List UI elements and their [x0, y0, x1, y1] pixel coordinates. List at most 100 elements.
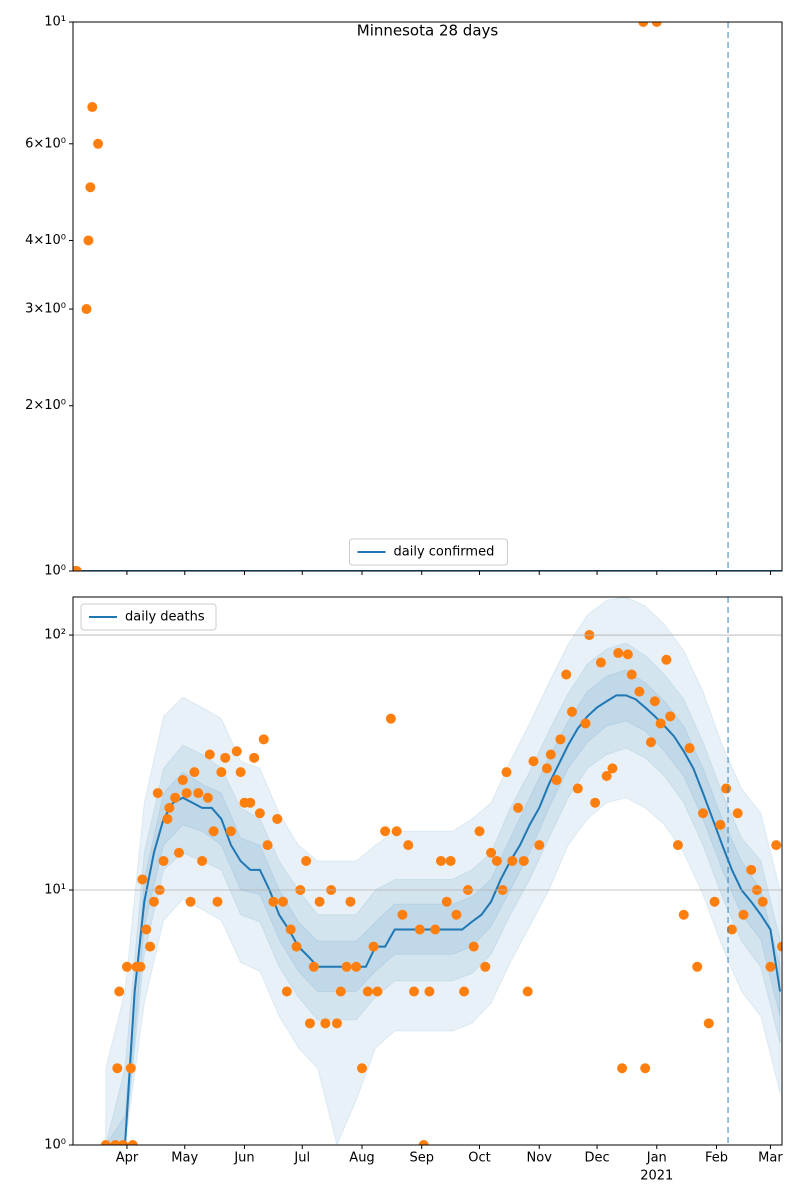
point	[491, 855, 502, 866]
point	[580, 718, 591, 729]
x-tick-label: Apr	[116, 1151, 139, 1166]
point	[100, 1140, 111, 1145]
point	[245, 797, 256, 808]
x-tick-label: Sep	[409, 1151, 434, 1166]
y-tick-label: 10⁰	[44, 564, 66, 579]
point	[162, 813, 173, 824]
point	[204, 749, 215, 760]
point	[391, 826, 402, 837]
axes-frame	[72, 21, 783, 572]
point	[112, 1063, 123, 1074]
point	[771, 840, 782, 851]
point	[572, 783, 583, 794]
point	[518, 855, 529, 866]
point	[291, 941, 302, 952]
point	[335, 986, 346, 997]
point	[173, 847, 184, 858]
point	[308, 961, 319, 972]
point	[137, 874, 148, 885]
point	[285, 924, 296, 935]
point	[272, 813, 283, 824]
y-tick-label: 10⁰	[44, 1138, 66, 1153]
point	[601, 771, 612, 782]
point	[220, 752, 231, 763]
point	[235, 767, 246, 778]
point	[164, 802, 175, 813]
y-tick-label: 10¹	[44, 15, 66, 30]
y-tick-label: 2×10⁰	[25, 398, 66, 413]
point	[703, 1018, 714, 1029]
point	[634, 686, 645, 697]
point	[145, 941, 156, 952]
point	[638, 22, 649, 27]
point	[555, 734, 566, 745]
legend-box	[80, 603, 217, 631]
x-tick-label: Jun	[233, 1151, 254, 1166]
point	[721, 783, 732, 794]
point	[732, 808, 743, 819]
point	[212, 896, 223, 907]
point	[362, 986, 373, 997]
point	[409, 986, 420, 997]
point	[435, 855, 446, 866]
point	[135, 961, 146, 972]
plot-area	[100, 597, 782, 1145]
point	[709, 896, 720, 907]
point	[651, 22, 662, 27]
point	[368, 941, 379, 952]
point	[73, 566, 82, 571]
point	[738, 909, 749, 920]
panel: 10⁰ 10¹ 10² Apr May Jun Jul Aug Sep Oct Nov Dec Jan F…	[44, 596, 783, 1184]
point	[127, 1140, 138, 1145]
point	[566, 706, 577, 717]
point	[765, 961, 776, 972]
point	[513, 802, 524, 813]
line	[124, 694, 782, 1145]
point	[185, 896, 196, 907]
y-tick-label: 4×10⁰	[25, 233, 66, 248]
point	[189, 767, 200, 778]
point	[726, 924, 737, 935]
point	[181, 788, 192, 799]
point	[607, 763, 618, 774]
x-tick-label: Jan	[646, 1151, 667, 1166]
point	[640, 1063, 651, 1074]
point	[698, 808, 709, 819]
x-tick-label: Jul	[293, 1151, 310, 1166]
point	[777, 941, 782, 952]
point	[613, 648, 624, 659]
legend-box	[349, 538, 508, 566]
x-tick-label: Nov	[527, 1151, 553, 1166]
point	[356, 1063, 367, 1074]
point	[93, 138, 104, 149]
point	[528, 756, 539, 767]
chart-title: Minnesota 28 days	[357, 22, 499, 40]
point	[622, 649, 633, 660]
x-tick-label: Dec	[584, 1151, 609, 1166]
x-tick-label: Oct	[468, 1151, 490, 1166]
point	[331, 1018, 342, 1029]
point	[414, 924, 425, 935]
point	[545, 749, 556, 760]
point	[231, 746, 242, 757]
point	[541, 763, 552, 774]
point	[595, 657, 606, 668]
point	[661, 654, 672, 665]
point	[645, 737, 656, 748]
y-tick-label: 10¹	[44, 883, 66, 898]
x-tick-label: Aug	[349, 1151, 374, 1166]
point	[507, 855, 518, 866]
axes-frame	[72, 596, 783, 1146]
point	[118, 1140, 129, 1145]
point	[281, 986, 292, 997]
point	[85, 182, 96, 193]
point	[345, 896, 356, 907]
point	[430, 924, 441, 935]
point	[715, 819, 726, 830]
point	[372, 986, 383, 997]
x-tick-label: Mar	[758, 1151, 783, 1166]
point	[451, 909, 462, 920]
y-tick-label: 6×10⁰	[25, 136, 66, 151]
point	[301, 855, 312, 866]
